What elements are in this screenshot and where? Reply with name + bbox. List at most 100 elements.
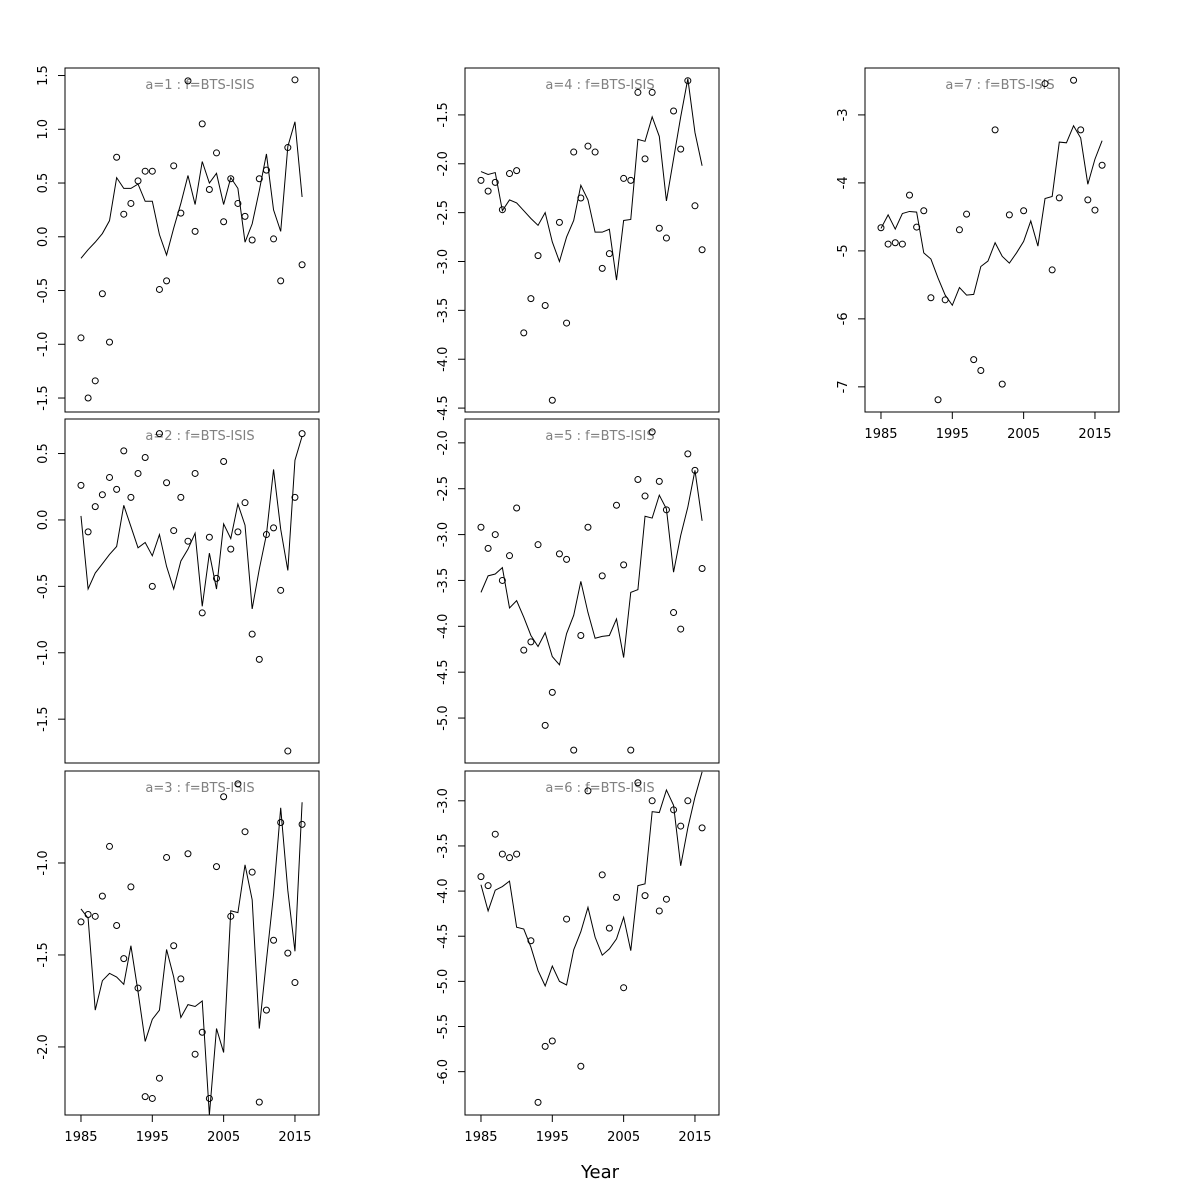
y-tick-label: -1.0 <box>36 640 51 665</box>
data-point <box>484 187 492 195</box>
data-point <box>534 252 542 260</box>
data-point <box>177 493 185 501</box>
data-point <box>134 469 142 477</box>
plot-frame <box>464 67 720 413</box>
data-point <box>648 797 656 805</box>
data-point <box>155 1074 163 1082</box>
fitted-line <box>80 121 303 259</box>
panel-title: a=4 : f=BTS-ISIS <box>545 78 654 93</box>
data-point <box>620 984 628 992</box>
y-tick-label: -2.0 <box>436 430 451 455</box>
panel-title: a=6 : f=BTS-ISIS <box>545 781 654 796</box>
y-tick-label: -3 <box>836 108 851 121</box>
y-tick-label: -6.0 <box>436 1059 451 1084</box>
data-point <box>241 828 249 836</box>
data-point <box>270 936 278 944</box>
data-point <box>963 210 971 218</box>
y-tick-label: -5.0 <box>436 705 451 730</box>
data-point <box>220 458 228 466</box>
data-point <box>698 565 706 573</box>
y-tick-label: -1.0 <box>36 332 51 357</box>
data-point <box>84 910 92 918</box>
data-point <box>605 250 613 258</box>
data-point <box>241 499 249 507</box>
data-point <box>1098 161 1106 169</box>
panel-title: a=5 : f=BTS-ISIS <box>545 429 654 444</box>
data-point <box>684 77 692 85</box>
data-point <box>598 264 606 272</box>
data-point <box>234 780 242 788</box>
data-point <box>641 492 649 500</box>
fitted-line <box>880 124 1103 307</box>
data-point <box>291 979 299 987</box>
data-point <box>591 148 599 156</box>
data-point <box>698 824 706 832</box>
data-point <box>148 1094 156 1102</box>
data-point <box>1070 76 1078 84</box>
x-tick-label: 1995 <box>536 1130 569 1145</box>
data-point <box>220 218 228 226</box>
data-point <box>163 277 171 285</box>
data-point <box>1048 266 1056 274</box>
data-point <box>555 550 563 558</box>
data-point <box>213 149 221 157</box>
data-point <box>248 236 256 244</box>
data-point <box>163 853 171 861</box>
data-point <box>684 797 692 805</box>
data-point <box>184 77 192 85</box>
data-point <box>120 955 128 963</box>
data-point <box>91 912 99 920</box>
plot-frame <box>464 770 720 1116</box>
data-point <box>106 842 114 850</box>
data-point <box>662 895 670 903</box>
data-point <box>555 218 563 226</box>
y-tick-label: -4 <box>836 176 851 189</box>
data-point <box>920 207 928 215</box>
data-point <box>134 177 142 185</box>
data-point <box>677 822 685 830</box>
y-tick-label: -5.0 <box>436 969 451 994</box>
data-point <box>277 819 285 827</box>
data-point <box>163 479 171 487</box>
data-point <box>506 170 514 178</box>
data-point <box>655 477 663 485</box>
y-tick-label: -4.5 <box>436 924 451 949</box>
data-point <box>513 504 521 512</box>
data-point <box>141 454 149 462</box>
data-point <box>291 493 299 501</box>
data-point <box>284 747 292 755</box>
data-point <box>548 396 556 404</box>
data-point <box>1091 206 1099 214</box>
data-point <box>170 527 178 535</box>
data-point <box>170 162 178 170</box>
y-tick-label: 1.5 <box>36 65 51 86</box>
data-point <box>541 301 549 309</box>
y-tick-label: -2.0 <box>36 1034 51 1059</box>
data-point <box>113 153 121 161</box>
data-point <box>255 655 263 663</box>
data-point <box>255 175 263 183</box>
y-tick-label: -3.5 <box>436 298 451 323</box>
data-point <box>270 524 278 532</box>
y-tick-label: -1.5 <box>436 102 451 127</box>
data-point <box>1084 196 1092 204</box>
data-point <box>170 942 178 950</box>
data-point <box>648 88 656 96</box>
data-point <box>548 1037 556 1045</box>
data-point <box>120 447 128 455</box>
data-point <box>670 609 678 617</box>
data-point <box>141 1093 149 1101</box>
data-point <box>198 1028 206 1036</box>
plot-frame <box>464 418 720 764</box>
x-tick-label: 2005 <box>207 1130 240 1145</box>
data-point <box>91 377 99 385</box>
y-tick-label: -2.5 <box>436 200 451 225</box>
data-point <box>677 145 685 153</box>
data-point <box>534 1098 542 1106</box>
data-point <box>227 545 235 553</box>
data-point <box>220 793 228 801</box>
data-point <box>84 394 92 402</box>
data-point <box>127 493 135 501</box>
y-tick-label: -0.5 <box>36 574 51 599</box>
